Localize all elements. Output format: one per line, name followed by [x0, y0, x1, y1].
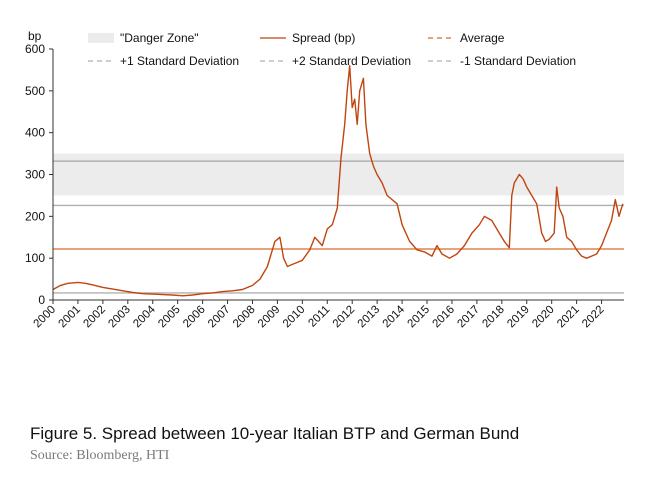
x-tick-label: 2000	[32, 304, 59, 331]
legend-label: Spread (bp)	[292, 31, 355, 45]
y-tick-label: 200	[25, 209, 45, 223]
y-tick-label: 500	[25, 84, 45, 98]
legend-label: Average	[460, 31, 505, 45]
legend-item: Spread (bp)	[260, 31, 355, 45]
x-tick-label: 2010	[281, 304, 308, 331]
x-tick-label: 2008	[231, 304, 258, 331]
x-tick-label: 2018	[480, 304, 507, 331]
chart: 0 100 200 300 400 500 600 bp 2000 2001 2002 2003 200…	[25, 29, 624, 331]
x-tick-label: 2017	[455, 304, 482, 331]
legend-label: "Danger Zone"	[120, 31, 199, 45]
x-tick-label: 2015	[406, 304, 433, 331]
figure-caption: Figure 5. Spread between 10-year Italian…	[30, 424, 520, 443]
x-tick-label: 2004	[131, 303, 158, 330]
x-tick-label: 2002	[81, 304, 108, 331]
legend-item: Average	[428, 31, 505, 45]
x-tick-label: 2005	[156, 304, 183, 331]
y-tick-label: 0	[38, 293, 45, 307]
x-tick-label: 2011	[306, 304, 332, 330]
x-tick-label: 2020	[530, 304, 557, 331]
chart-svg: 0100200300400500600bp2000200120022003200…	[25, 29, 624, 331]
x-tick-label: 2021	[555, 304, 582, 331]
y-tick-label: 300	[25, 168, 45, 182]
legend-label: -1 Standard Deviation	[460, 54, 576, 68]
figure-source: Source: Bloomberg, HTI	[30, 448, 170, 463]
legend-item: "Danger Zone"	[88, 31, 199, 45]
legend-label: +2 Standard Deviation	[292, 54, 411, 68]
x-tick-label: 2019	[505, 304, 532, 331]
x-tick-label: 2012	[331, 304, 358, 331]
y-tick-label: 100	[25, 251, 45, 265]
x-tick-label: 2016	[430, 304, 457, 331]
legend-item: -1 Standard Deviation	[428, 54, 576, 68]
spread-series-line	[52, 64, 624, 297]
y-tick-label: 600	[25, 42, 45, 56]
x-tick-label: 2022	[580, 304, 607, 331]
x-tick-label: 2003	[106, 304, 133, 331]
y-tick-label: 400	[25, 126, 45, 140]
x-tick-label: 2006	[181, 304, 208, 331]
x-tick-label: 2007	[206, 304, 233, 331]
legend-item: +2 Standard Deviation	[260, 54, 411, 68]
x-tick-label: 2009	[256, 304, 283, 331]
x-tick-label: 2001	[56, 304, 83, 331]
legend-item: +1 Standard Deviation	[88, 54, 239, 68]
y-axis-label: bp	[28, 29, 42, 43]
x-tick-label: 2014	[381, 303, 408, 330]
x-tick-label: 2013	[356, 304, 383, 331]
legend-swatch	[88, 33, 114, 43]
legend-label: +1 Standard Deviation	[120, 54, 239, 68]
